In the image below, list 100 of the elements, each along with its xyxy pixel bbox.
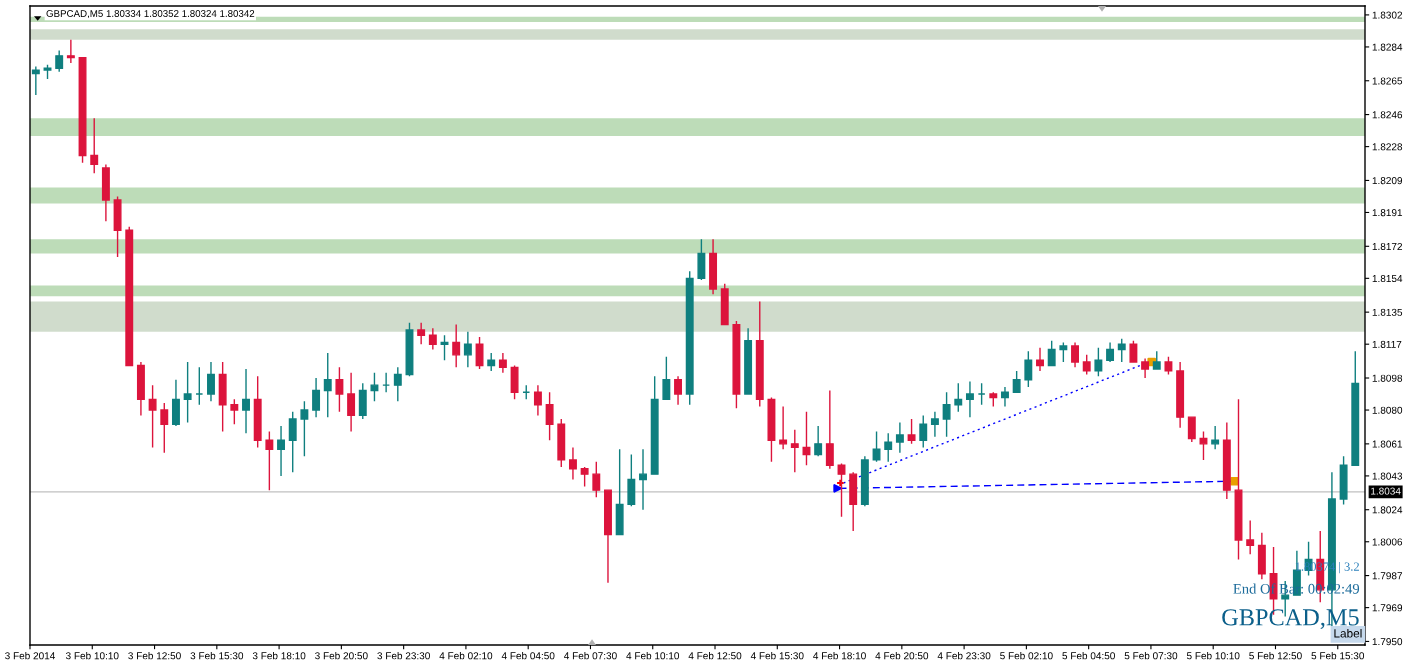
y-tick-label: 1.8024 (1372, 506, 1403, 514)
candlestick (207, 361, 215, 402)
candlestick (393, 366, 402, 402)
candlestick (674, 375, 683, 406)
candlestick (568, 446, 577, 481)
candlestick (895, 421, 904, 454)
candlestick (1047, 339, 1056, 367)
candlestick (370, 371, 379, 402)
candlestick (171, 379, 180, 427)
y-tick-label: 1.7987 (1372, 572, 1403, 580)
x-tick-label: 5 Feb 07:30 (1124, 651, 1178, 660)
candlestick (604, 489, 612, 584)
candlestick (90, 117, 99, 175)
candlestick (802, 411, 811, 466)
y-tick-label: 1.8265 (1372, 77, 1403, 85)
candlestick (66, 39, 75, 64)
candlestick (1036, 347, 1044, 372)
candlestick (580, 466, 589, 488)
candlestick (849, 471, 858, 532)
y-tick-label: 1.8006 (1372, 538, 1403, 546)
candlestick (650, 375, 659, 475)
candlestick (989, 391, 998, 408)
candlestick (475, 336, 484, 370)
x-tick-label: 4 Feb 12:50 (688, 651, 742, 660)
x-tick-label: 3 Feb 10:10 (65, 651, 119, 660)
y-tick-label: 1.8172 (1372, 242, 1403, 251)
candlestick (755, 300, 764, 408)
ref-line-label: 1.8034 (1371, 487, 1401, 495)
x-tick-label: 3 Feb 15:30 (190, 651, 244, 660)
candlestick (43, 64, 52, 80)
candlestick (230, 398, 239, 425)
y-tick-label: 1.8117 (1372, 340, 1402, 348)
candlestick (697, 238, 706, 281)
candlestick (814, 425, 823, 458)
candlestick (533, 384, 542, 417)
candlestick (347, 371, 356, 433)
candlestick (113, 195, 122, 258)
y-tick-label: 1.8043 (1372, 472, 1403, 480)
candlestick (872, 430, 881, 463)
candlestick (358, 382, 367, 420)
x-tick-label: 4 Feb 10:10 (626, 651, 680, 660)
candlestick (218, 361, 227, 433)
candlestick (522, 384, 531, 401)
candlestick (510, 364, 519, 401)
annotation: Label (1334, 628, 1362, 638)
x-tick-label: 5 Feb 04:50 (1062, 651, 1115, 660)
candlestick (744, 327, 753, 395)
y-tick-label: 1.8246 (1372, 111, 1403, 119)
candlestick (884, 432, 893, 463)
candlestick (662, 355, 671, 401)
candlestick (965, 380, 974, 418)
candlestick (463, 331, 472, 369)
x-tick-label: 3 Feb 18:10 (252, 651, 306, 660)
candlestick (148, 384, 157, 449)
x-tick-label: 3 Feb 12:50 (128, 651, 181, 660)
candlestick (487, 352, 496, 372)
candlestick (1176, 361, 1185, 429)
candlestick (954, 382, 963, 413)
y-tick-label: 1.8061 (1372, 440, 1403, 448)
candlestick (1257, 532, 1266, 580)
candlestick (335, 366, 344, 413)
candlestick (242, 368, 250, 434)
x-tick-label: 3 Feb 2014 (5, 651, 56, 660)
candlestick (1024, 350, 1033, 388)
candlestick (1339, 455, 1348, 506)
candlestick (195, 366, 204, 406)
y-tick-label: 1.8135 (1372, 308, 1403, 316)
candlestick (860, 455, 869, 507)
x-tick-label: 4 Feb 04:50 (501, 651, 555, 660)
candlestick (101, 163, 110, 223)
candlestick (265, 430, 274, 491)
candlestick (277, 425, 286, 477)
candlestick (1117, 338, 1126, 363)
y-tick-label: 1.8098 (1372, 374, 1403, 382)
candlestick (1187, 416, 1196, 443)
annotation: 1.80374 | 3.2 (1295, 562, 1359, 574)
candlestick (1082, 354, 1091, 376)
chart-title: GBPCAD,M5 1.80334 1.80352 1.80324 1.80342 (46, 10, 255, 19)
candlestick (452, 323, 461, 369)
candlestick (288, 411, 297, 474)
candlestick (790, 428, 799, 474)
y-tick-label: 1.8284 (1372, 43, 1403, 51)
y-tick-label: 1.8154 (1372, 274, 1403, 283)
candlestick (720, 282, 729, 326)
candlestick (592, 460, 601, 498)
candlestick (907, 418, 916, 445)
candlestick (1164, 355, 1173, 376)
candlestick (825, 389, 834, 470)
candlestick (779, 405, 788, 450)
candlestick (1094, 347, 1103, 377)
candlestick (382, 371, 391, 393)
y-tick-label: 1.8080 (1372, 406, 1403, 414)
candlestick (428, 327, 437, 351)
x-tick-label: 5 Feb 12:50 (1249, 651, 1302, 660)
x-tick-label: 5 Feb 02:10 (1000, 651, 1053, 660)
x-tick-label: 5 Feb 15:30 (1311, 651, 1365, 660)
candlestick (1141, 357, 1150, 379)
candlestick (125, 226, 134, 367)
candlestick (312, 377, 321, 418)
candlestick (78, 56, 87, 164)
